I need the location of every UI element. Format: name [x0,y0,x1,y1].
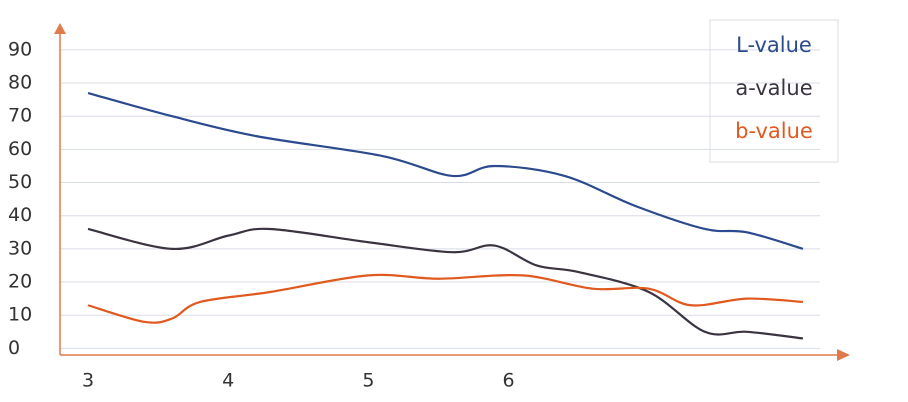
x-axis-arrow [837,349,850,361]
y-tick-label: 40 [8,204,32,226]
y-tick-label: 20 [8,271,32,293]
y-tick-label: 70 [8,105,32,127]
legend-box [709,19,839,163]
legend-label: L-value [736,33,812,57]
x-tick-label: 5 [362,370,374,392]
x-tick-label: 4 [222,370,234,392]
y-tick-label: 50 [8,171,32,193]
x-tick-label: 6 [503,370,515,392]
line [87,273,804,324]
line [87,91,804,250]
line [87,227,804,340]
legend-label: b-value [735,119,813,143]
x-tick-label: 3 [82,370,94,392]
y-tick-label: 90 [8,38,32,60]
y-tick-label: 0 [8,337,20,359]
y-tick-label: 10 [8,304,32,326]
y-axis-arrow [54,23,66,34]
y-tick-label: 60 [8,138,32,160]
y-tick-label: 30 [8,237,32,259]
legend-label: a-value [735,76,812,100]
y-tick-label: 80 [8,72,32,94]
